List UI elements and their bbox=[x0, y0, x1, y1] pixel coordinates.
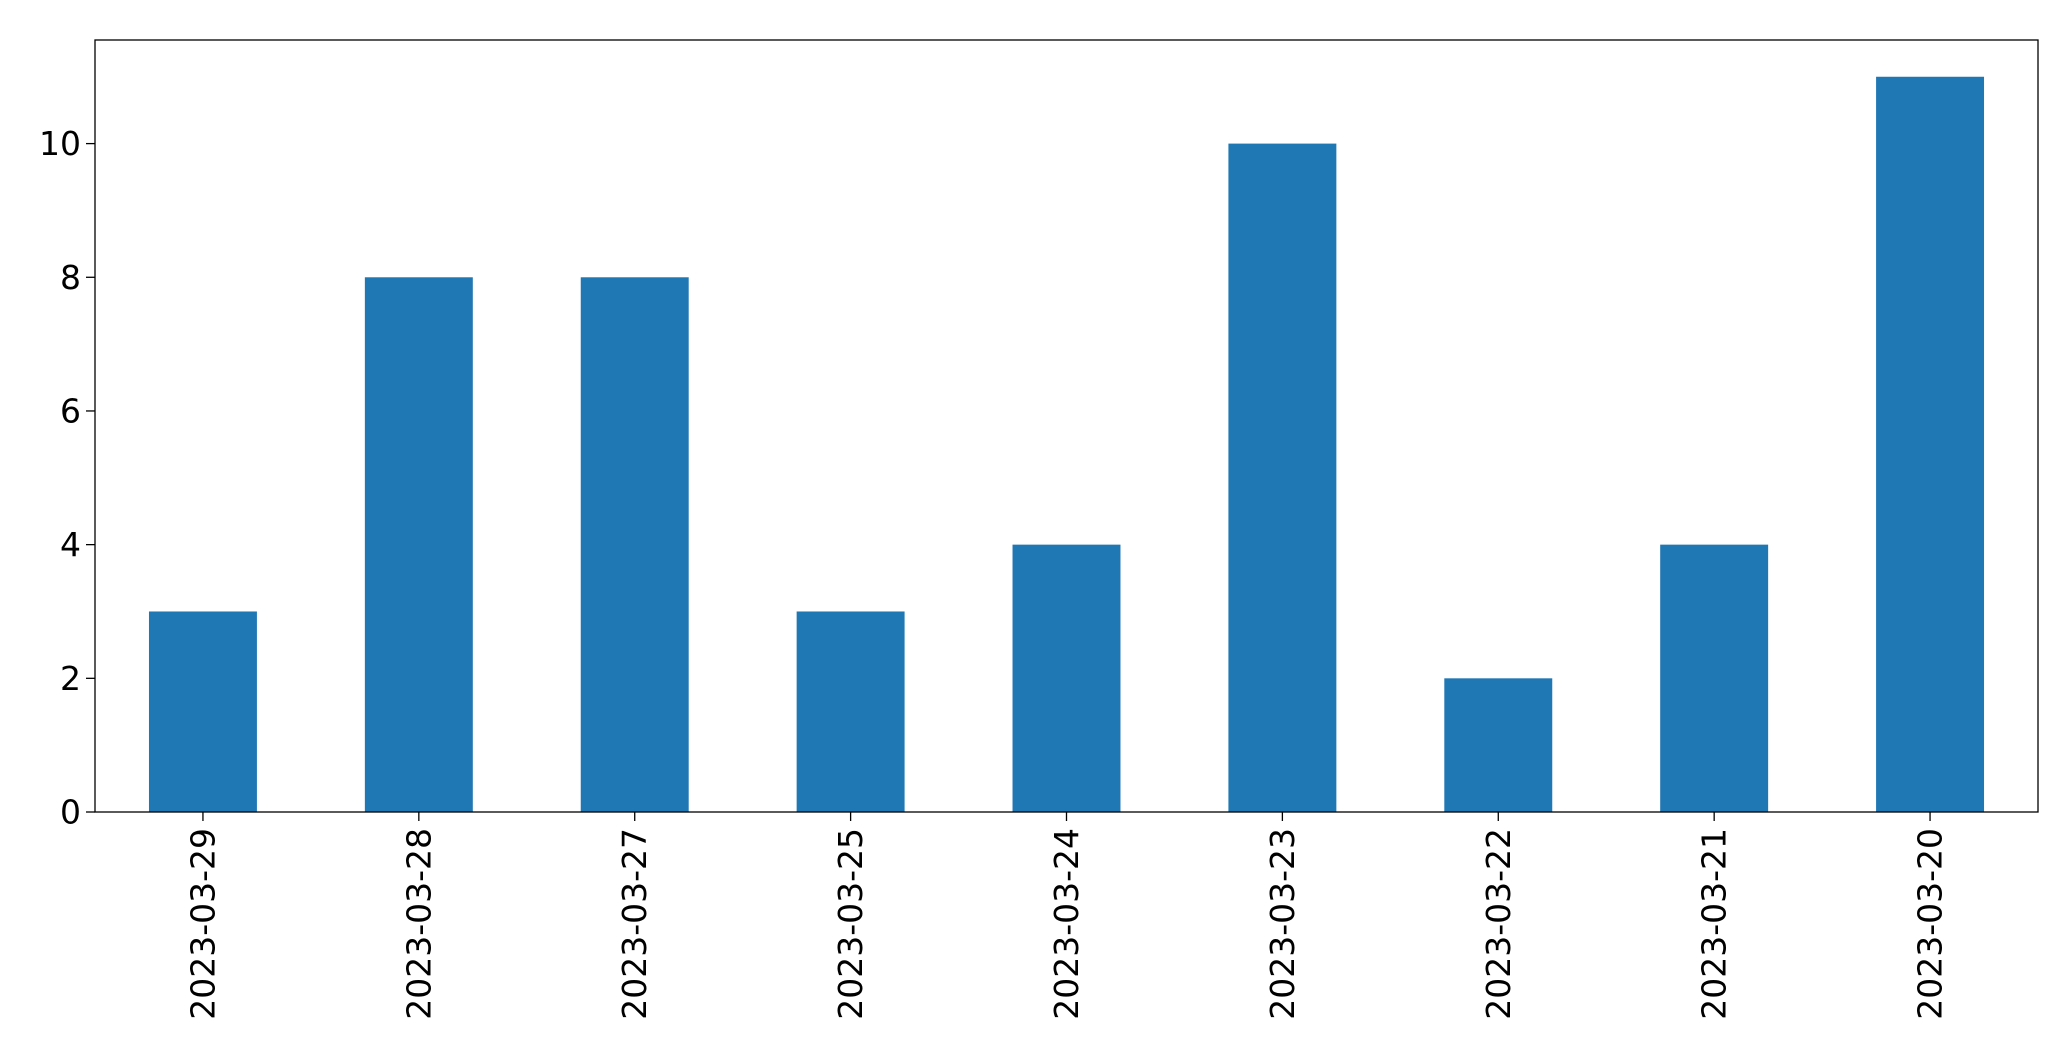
bar-2023-03-25 bbox=[796, 611, 905, 812]
y-tick-label: 6 bbox=[60, 391, 81, 430]
y-axis: 0 2 4 6 8 10 bbox=[39, 124, 95, 832]
bar-2023-03-27 bbox=[580, 277, 689, 812]
bar-2023-03-24 bbox=[1012, 544, 1121, 812]
y-tick-label: 8 bbox=[60, 258, 81, 297]
x-axis: 2023-03-29 2023-03-28 2023-03-27 2023-03-25… bbox=[183, 812, 1950, 1020]
bar-2023-03-29 bbox=[148, 611, 257, 812]
bar-2023-03-28 bbox=[364, 277, 473, 812]
bar-2023-03-21 bbox=[1660, 544, 1769, 812]
x-tick-label: 2023-03-24 bbox=[1047, 828, 1086, 1020]
x-tick-label: 2023-03-23 bbox=[1263, 828, 1302, 1020]
x-tick-label: 2023-03-21 bbox=[1695, 828, 1734, 1020]
bar-2023-03-22 bbox=[1444, 678, 1553, 812]
y-tick-label: 0 bbox=[60, 793, 81, 832]
x-tick-label: 2023-03-27 bbox=[615, 828, 654, 1020]
y-tick-label: 2 bbox=[60, 659, 81, 698]
x-tick-label: 2023-03-20 bbox=[1911, 828, 1950, 1020]
x-tick-label: 2023-03-25 bbox=[831, 828, 870, 1020]
x-tick-label: 2023-03-28 bbox=[399, 828, 438, 1020]
y-tick-label: 4 bbox=[60, 525, 81, 564]
bar-2023-03-20 bbox=[1876, 76, 1985, 812]
bar-2023-03-23 bbox=[1228, 143, 1337, 812]
x-tick-label: 2023-03-22 bbox=[1479, 828, 1518, 1020]
y-tick-label: 10 bbox=[39, 124, 81, 163]
plot-frame bbox=[94, 39, 2039, 813]
x-tick-label: 2023-03-29 bbox=[183, 828, 222, 1020]
bars-group bbox=[148, 76, 1985, 812]
